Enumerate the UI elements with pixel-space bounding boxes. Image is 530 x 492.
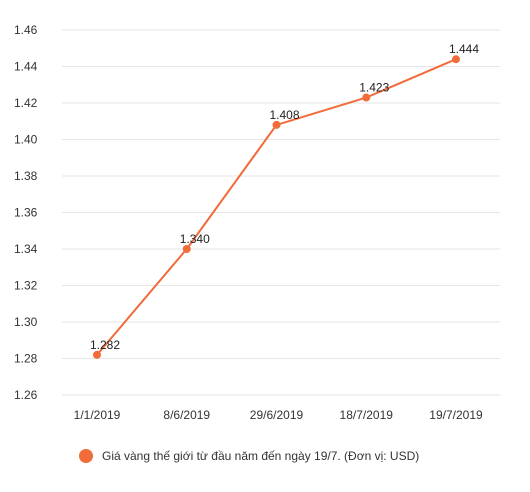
y-tick-label: 1.38 — [14, 169, 38, 183]
y-tick-label: 1.46 — [14, 23, 38, 37]
x-tick-label: 29/6/2019 — [250, 408, 304, 422]
y-tick-label: 1.28 — [14, 352, 38, 366]
data-labels: 1.282 1.340 1.408 1.423 1.444 — [90, 42, 479, 352]
data-point — [182, 245, 191, 253]
x-tick-label: 18/7/2019 — [340, 408, 394, 422]
series-points — [93, 55, 460, 359]
data-point — [272, 120, 281, 129]
x-axis-tick-labels: 1/1/2019 8/6/2019 29/6/2019 18/7/2019 19/7/2… — [74, 408, 483, 422]
series-line-group — [96, 58, 457, 356]
x-tick-label: 8/6/2019 — [163, 408, 210, 422]
x-tick-label: 19/7/2019 — [429, 408, 483, 422]
y-tick-label: 1.40 — [14, 133, 38, 147]
data-label: 1.408 — [269, 108, 299, 122]
y-tick-label: 1.42 — [14, 96, 38, 110]
y-tick-label: 1.32 — [14, 279, 38, 293]
y-tick-label: 1.36 — [14, 206, 38, 220]
data-label: 1.340 — [180, 232, 210, 246]
gridlines — [62, 29, 500, 396]
legend-label: Giá vàng thế giới từ đầu năm đến ngày 19… — [102, 449, 419, 463]
data-point — [93, 350, 101, 359]
data-point — [452, 55, 460, 64]
data-label: 1.423 — [359, 81, 389, 95]
data-point — [362, 93, 371, 102]
y-tick-label: 1.30 — [14, 315, 38, 329]
data-label: 1.282 — [90, 338, 120, 352]
y-tick-label: 1.26 — [14, 388, 38, 402]
y-tick-label: 1.34 — [14, 242, 38, 256]
series-line — [96, 58, 457, 356]
data-label: 1.444 — [449, 42, 479, 56]
legend: Giá vàng thế giới từ đầu năm đến ngày 19… — [79, 449, 419, 463]
y-axis-tick-labels: 1.26 1.28 1.30 1.32 1.34 1.36 1.38 1.40 1.42 1.44… — [14, 23, 38, 402]
y-tick-label: 1.44 — [14, 60, 38, 74]
legend-marker — [79, 449, 93, 463]
x-tick-label: 1/1/2019 — [74, 408, 121, 422]
